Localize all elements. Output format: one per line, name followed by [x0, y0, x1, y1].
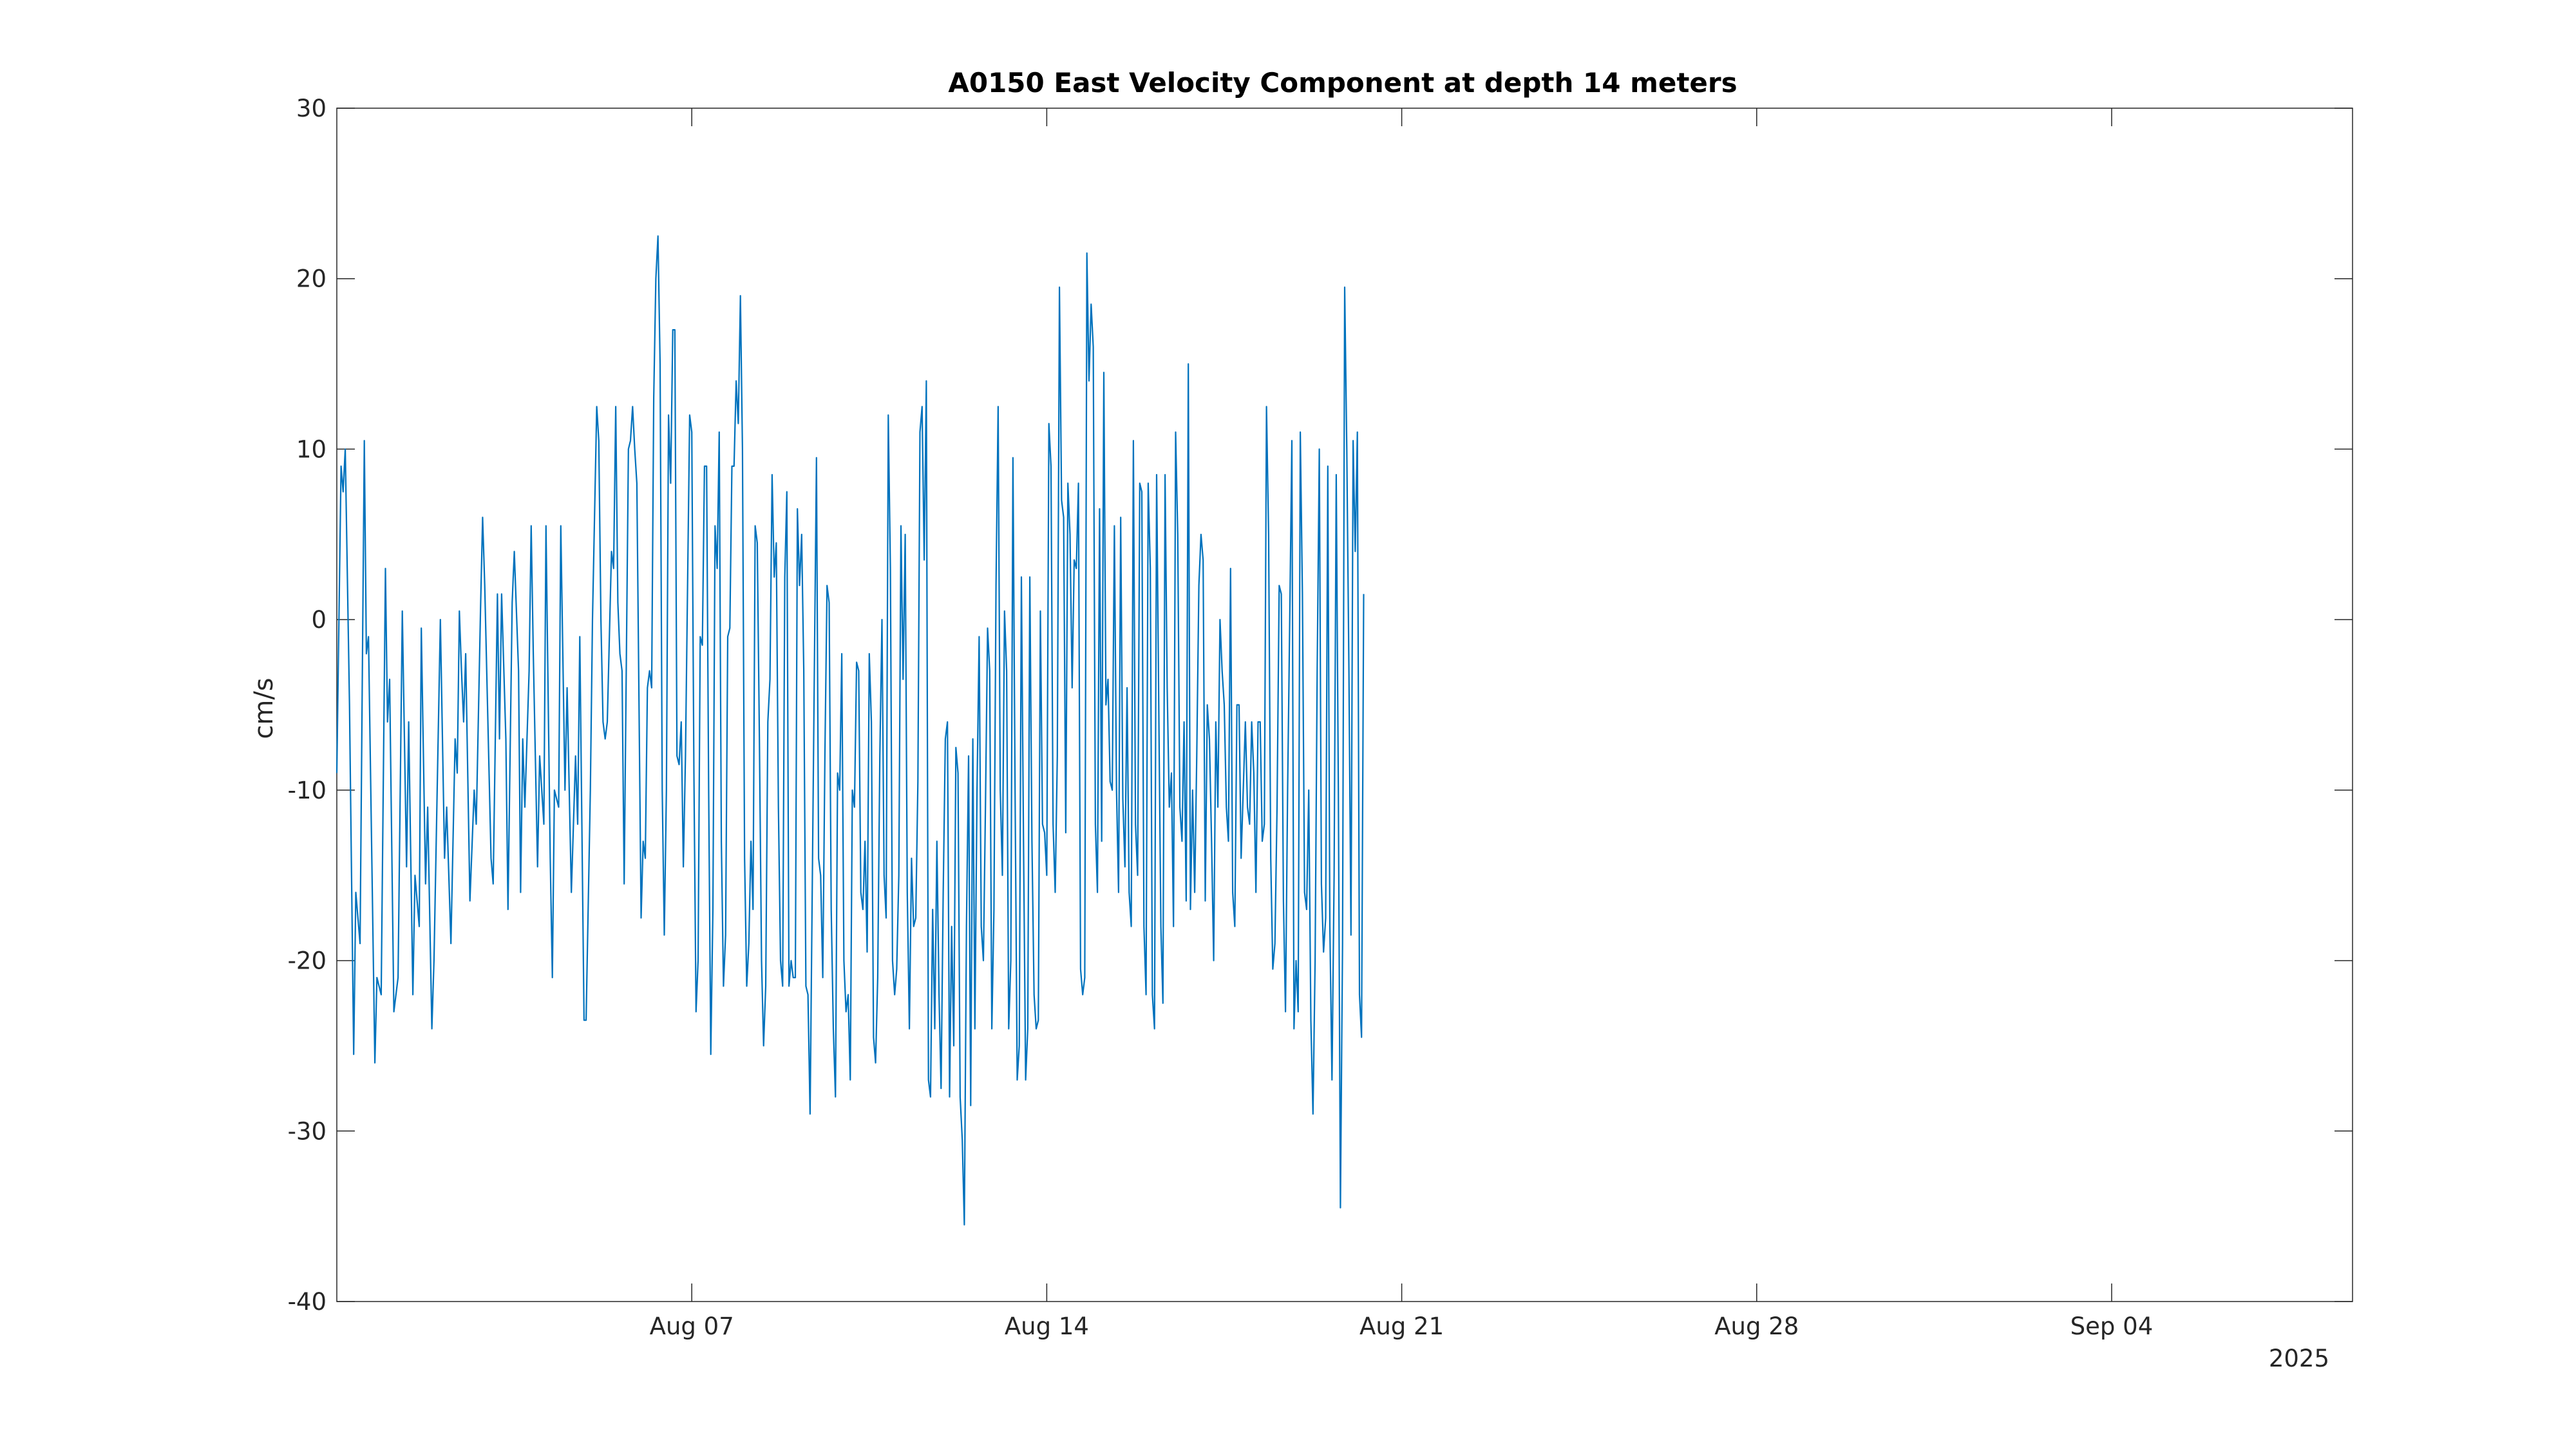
y-tick-label: 10 — [296, 435, 327, 463]
x-axis-year-label: 2025 — [2269, 1345, 2329, 1372]
y-axis-ticks: 30 20 10 0 -10 -20 -30 -40 — [288, 95, 2353, 1316]
series-layer — [336, 235, 1365, 1226]
chart-title: A0150 East Velocity Component at depth 1… — [948, 67, 1737, 99]
x-axis-ticks: Aug 07 Aug 14 Aug 21 Aug 28 Sep 04 — [650, 108, 2154, 1340]
x-tick-label: Aug 07 — [650, 1312, 734, 1340]
y-tick-label: -20 — [288, 947, 327, 975]
y-tick-label: 30 — [296, 95, 327, 122]
x-tick-label: Aug 28 — [1714, 1312, 1799, 1340]
y-tick-label: 20 — [296, 265, 327, 293]
x-tick-label: Aug 21 — [1359, 1312, 1444, 1340]
y-tick-label: -40 — [288, 1288, 327, 1316]
x-tick-label: Aug 14 — [1005, 1312, 1089, 1340]
y-tick-label: 0 — [311, 606, 327, 634]
y-tick-label: -10 — [288, 777, 327, 804]
y-axis-label: cm/s — [249, 677, 279, 739]
x-tick-label: Sep 04 — [2070, 1312, 2154, 1340]
series-line-0 — [336, 235, 1365, 1226]
y-tick-label: -30 — [288, 1117, 327, 1145]
